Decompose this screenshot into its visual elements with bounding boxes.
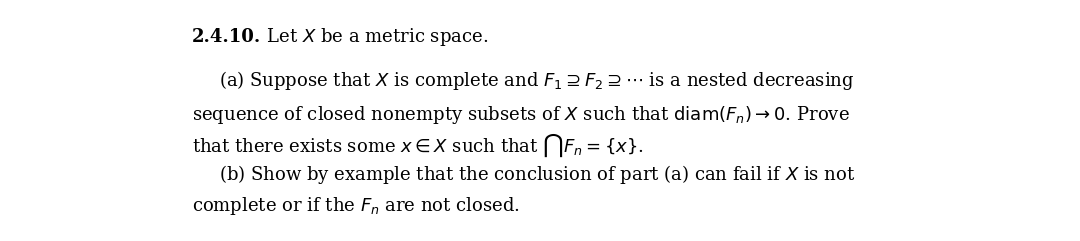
Text: sequence of closed nonempty subsets of $X$ such that $\mathrm{diam}(F_n) \righta: sequence of closed nonempty subsets of $… <box>192 104 850 126</box>
Text: Let $X$ be a metric space.: Let $X$ be a metric space. <box>261 26 488 48</box>
Text: that there exists some $x \in X$ such that $\bigcap F_n = \{x\}$.: that there exists some $x \in X$ such th… <box>192 132 644 160</box>
Text: 2.4.10.: 2.4.10. <box>192 28 261 46</box>
Text: (b) Show by example that the conclusion of part (a) can fail if $X$ is not: (b) Show by example that the conclusion … <box>218 163 855 186</box>
Text: complete or if the $F_n$ are not closed.: complete or if the $F_n$ are not closed. <box>192 195 519 217</box>
Text: (a) Suppose that $X$ is complete and $F_1 \supseteq F_2 \supseteq \cdots$ is a n: (a) Suppose that $X$ is complete and $F_… <box>218 69 854 93</box>
